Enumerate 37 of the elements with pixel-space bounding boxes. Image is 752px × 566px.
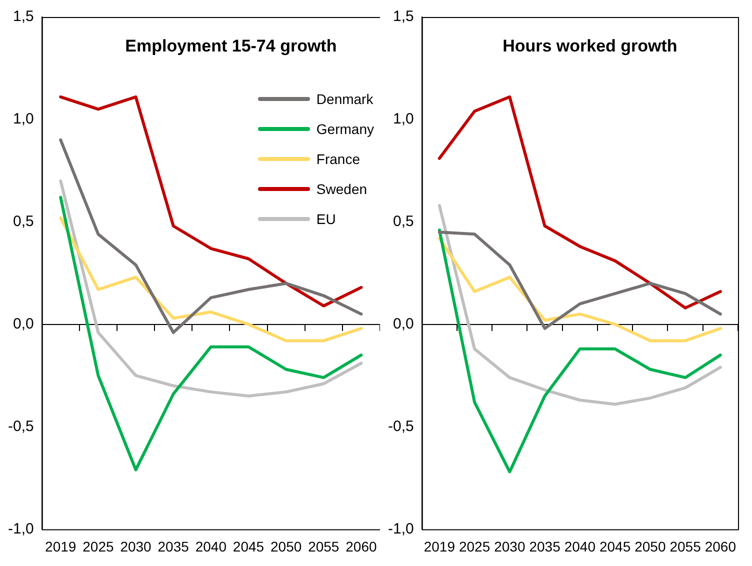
- x-tick-label: 2040: [195, 538, 227, 554]
- x-tick-label: 2019: [45, 538, 76, 554]
- x-tick-label: 2030: [494, 538, 526, 554]
- x-tick-label: 2060: [346, 538, 377, 554]
- legend-label: Denmark: [316, 91, 374, 107]
- y-tick-label: 1,0: [392, 110, 414, 128]
- legend-label: France: [316, 151, 360, 167]
- x-tick-label: 2045: [232, 538, 264, 554]
- y-tick-label: 1,0: [12, 110, 34, 128]
- x-tick-label: 2025: [458, 538, 490, 554]
- legend-label: Sweden: [316, 181, 368, 197]
- x-tick-label: 2050: [270, 538, 302, 554]
- y-tick-label: -0,5: [388, 418, 414, 435]
- legend-label: Germany: [316, 121, 374, 137]
- text: Hours worked growth: [502, 36, 678, 56]
- text: Employment 15-74 growth: [125, 36, 337, 56]
- y-tick-label: -1,0: [388, 520, 414, 538]
- y-tick-label: -0,5: [8, 418, 34, 435]
- legend-label: EU: [316, 211, 336, 227]
- y-tick-label: -1,0: [8, 520, 34, 538]
- y-tick-label: 0,5: [392, 213, 414, 230]
- x-tick-label: 2019: [424, 538, 456, 554]
- x-tick-label: 2025: [82, 538, 114, 554]
- y-tick-label: 0,5: [12, 213, 34, 230]
- x-tick-label: 2040: [564, 538, 596, 554]
- x-tick-label: 2030: [120, 538, 152, 554]
- x-tick-label: 2050: [634, 538, 666, 554]
- y-tick-label: 1,5: [392, 8, 414, 26]
- y-tick-label: 1,5: [12, 8, 34, 26]
- x-tick-label: 2060: [704, 538, 736, 554]
- x-tick-label: 2055: [670, 538, 702, 554]
- y-tick-label: 0,0: [392, 315, 414, 332]
- y-tick-label: 0,0: [12, 315, 34, 332]
- x-tick-label: 2035: [158, 538, 190, 554]
- x-tick-label: 2055: [308, 538, 340, 554]
- x-tick-label: 2045: [599, 538, 631, 554]
- x-tick-label: 2035: [529, 538, 561, 554]
